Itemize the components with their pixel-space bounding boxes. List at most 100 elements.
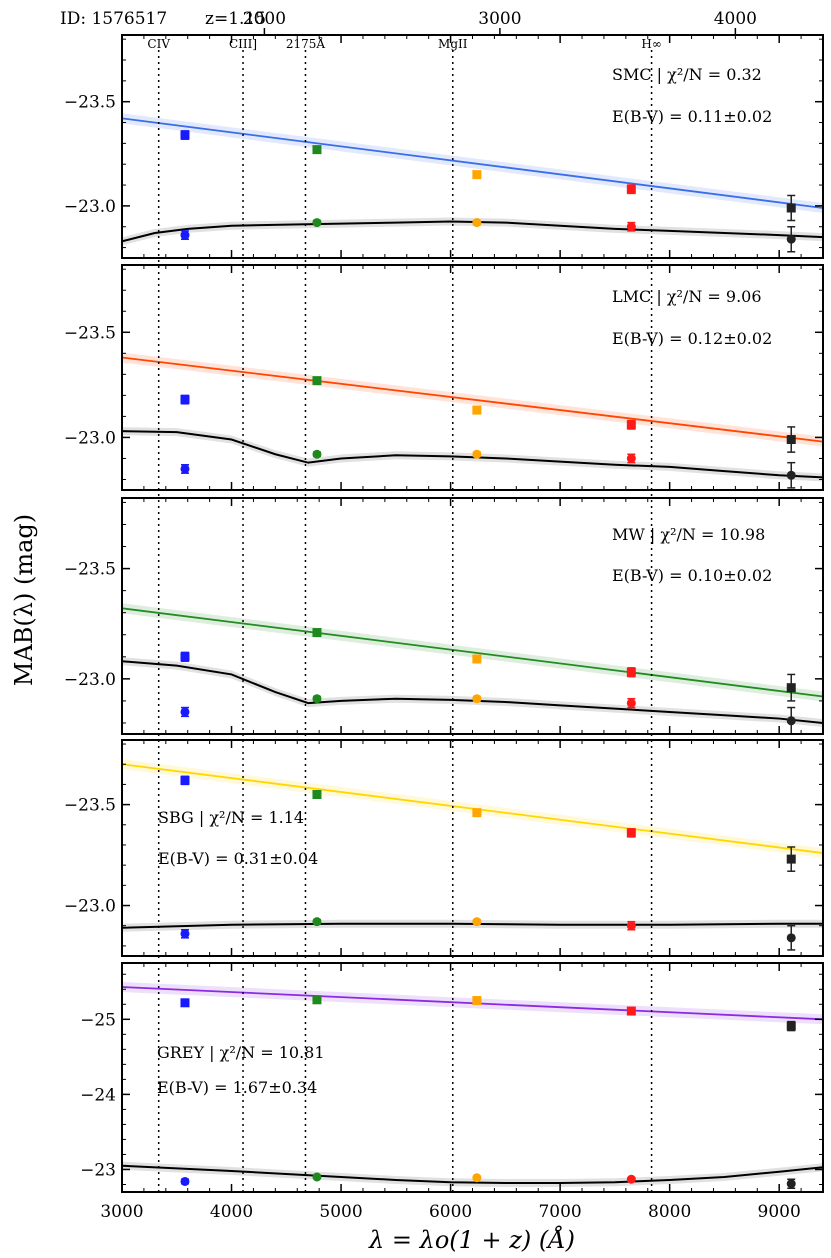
panel-sbg: −23.5 −23.0 SBG | χ²/N = 1.14 E(B-V) = 0.31… (64, 739, 824, 957)
x-tick-label: 3000 (100, 1202, 143, 1222)
observed-point (312, 376, 322, 386)
model-curve (122, 220, 823, 243)
model-point (786, 470, 796, 480)
observed-point (312, 145, 322, 155)
x-axis: 3000 4000 5000 6000 7000 8000 9000 (100, 1202, 800, 1222)
observed-point (180, 775, 190, 785)
observed-point (472, 170, 482, 180)
y-tick-label: −23.0 (64, 197, 116, 217)
model-curve (122, 1164, 823, 1184)
x-tick-label: 8000 (648, 1202, 691, 1222)
observed-point (626, 184, 636, 194)
model-point (180, 929, 190, 939)
model-point (180, 1176, 190, 1186)
emission-line-label: MgII (438, 37, 468, 51)
model-point (626, 921, 636, 931)
model-point (626, 453, 636, 463)
extinction-value: E(B-V) = 0.10±0.02 (612, 566, 772, 585)
observed-point (472, 808, 482, 818)
object-id-label: ID: 1576517 (60, 9, 167, 29)
panel-grey: −25 −24 −23 GREY | χ²/N = 10.81 E(B-V) = 1.6… (80, 962, 824, 1193)
emission-line-label: CIII] (229, 37, 257, 51)
model-point (626, 1174, 636, 1184)
observed-point (180, 652, 190, 662)
x-tick-label: 9000 (758, 1202, 801, 1222)
observed-point (312, 995, 322, 1005)
model-curve (122, 922, 823, 929)
extinction-value: E(B-V) = 0.31±0.04 (158, 849, 318, 868)
model-band (122, 919, 823, 932)
observed-point (786, 854, 796, 864)
rest-tick-label: 2000 (243, 9, 286, 29)
panel-lmc: −23.5 −23.0 LMC | χ²/N = 9.06 E(B-V) = 0.12… (64, 264, 824, 491)
panels-group: −23.5 −23.0 SMC | χ²/N = 0.32 E(B-V) = 0.11… (64, 34, 824, 1193)
observed-point (626, 667, 636, 677)
emission-line-label: H∞ (641, 37, 661, 51)
y-tick-label: −23.0 (64, 897, 116, 917)
model-point (312, 449, 322, 459)
model-point (180, 464, 190, 474)
model-point (626, 222, 636, 232)
model-point (786, 234, 796, 244)
y-tick-label: −23.0 (64, 428, 116, 448)
observed-point (626, 420, 636, 430)
y-tick-label: −23.5 (64, 560, 116, 580)
x-tick-label: 4000 (210, 1202, 253, 1222)
fit-line (122, 117, 823, 209)
model-point (472, 917, 482, 927)
y-tick-label: −25 (80, 1010, 116, 1030)
fit-line (122, 356, 823, 443)
fit-statistic: SBG | χ²/N = 1.14 (158, 808, 304, 827)
y-tick-label: −23.5 (64, 93, 116, 113)
model-point (312, 694, 322, 704)
fit-line (122, 607, 823, 698)
x-axis-title: λ = λo(1 + z) (Å) (368, 1225, 575, 1254)
observed-point (312, 628, 322, 638)
observed-point (786, 683, 796, 693)
model-point (312, 218, 322, 228)
observed-point (472, 654, 482, 664)
model-band (122, 657, 823, 727)
y-tick-label: −24 (80, 1085, 116, 1105)
model-point (472, 694, 482, 704)
observed-point (180, 395, 190, 405)
model-point (472, 449, 482, 459)
model-point (786, 933, 796, 943)
observed-point (786, 1021, 796, 1031)
panel-smc: −23.5 −23.0 SMC | χ²/N = 0.32 E(B-V) = 0.11… (64, 34, 824, 259)
model-point (472, 1173, 482, 1183)
x-tick-label: 6000 (429, 1202, 472, 1222)
fit-statistic: MW | χ²/N = 10.98 (612, 525, 765, 544)
y-tick-label: −23 (80, 1160, 116, 1180)
x-tick-label: 7000 (538, 1202, 581, 1222)
observed-point (786, 435, 796, 445)
fit-statistic: LMC | χ²/N = 9.06 (612, 287, 762, 306)
model-point (786, 1179, 796, 1189)
emission-line-label: CIV (147, 37, 170, 51)
extinction-value: E(B-V) = 1.67±0.34 (157, 1078, 317, 1097)
y-axis-title: MAB(λ) (mag) (10, 514, 38, 686)
emission-line-markers: CIV CIII] 2175Å MgII H∞ (147, 36, 662, 1192)
rest-tick-label: 3000 (478, 9, 521, 29)
model-curve (122, 660, 823, 724)
y-tick-label: −23.0 (64, 670, 116, 690)
redshift-label: z=1.15 (205, 9, 266, 29)
rest-frame-axis: 2000 3000 4000 (243, 9, 757, 35)
emission-line-label: 2175Å (286, 36, 326, 51)
observed-point (312, 790, 322, 800)
observed-point (180, 130, 190, 140)
rest-tick-label: 4000 (714, 9, 757, 29)
fit-statistic: GREY | χ²/N = 10.81 (157, 1043, 325, 1062)
model-point (312, 1172, 322, 1182)
y-tick-label: −23.5 (64, 796, 116, 816)
observed-point (180, 998, 190, 1008)
fit-statistic: SMC | χ²/N = 0.32 (612, 65, 762, 84)
extinction-value: E(B-V) = 0.11±0.02 (612, 107, 772, 126)
observed-point (472, 996, 482, 1006)
x-tick-label: 5000 (319, 1202, 362, 1222)
panel-mw: −23.5 −23.0 MW | χ²/N = 10.98 E(B-V) = 0.10… (64, 497, 824, 735)
extinction-value: E(B-V) = 0.12±0.02 (612, 329, 772, 348)
observed-point (472, 405, 482, 415)
y-tick-label: −23.5 (64, 323, 116, 343)
